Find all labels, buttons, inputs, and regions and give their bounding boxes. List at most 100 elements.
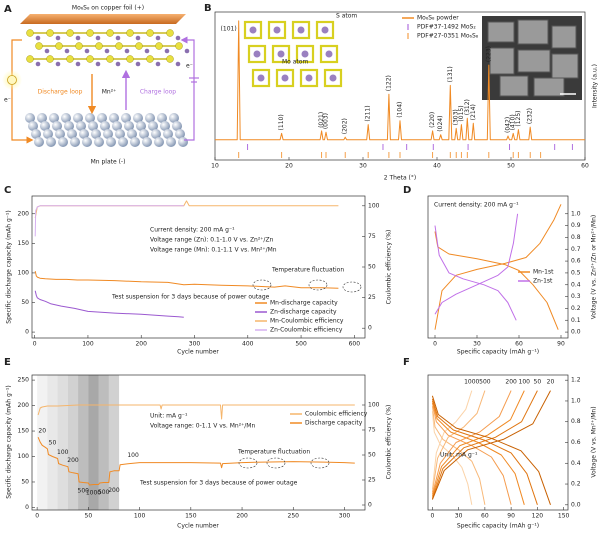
rate-label: 20 [38,428,46,435]
mn-atom [121,113,131,123]
sulfur-atom [155,42,163,50]
panel-letter: B [204,3,212,14]
mo-cluster [297,26,305,34]
diagram-a: A Mo₆S₈ on copper foil (+) e⁻ e⁻ Dischar… [2,4,199,166]
mn-atom [70,137,80,147]
mn-atom [79,129,89,139]
fluctuation-marker [342,281,362,293]
copper-foil [20,14,186,24]
mn-atom [130,137,140,147]
sulfur-atom [135,42,143,50]
sulfur-atom [66,55,74,63]
lattice-cube [267,20,287,40]
legend-label: Mn-1st [533,269,554,276]
mn-atom [100,121,110,131]
peak-label: (125) [515,111,522,127]
lattice-cube [271,44,291,64]
mn-atom [34,137,44,147]
bulb [7,75,17,85]
sem-crystal [551,53,579,79]
sem-crystal [517,19,549,45]
mn-atom [106,137,116,147]
mn-atom [49,113,59,123]
x-tick-label: 40 [433,163,441,170]
x-tick-label: 0 [430,513,434,520]
mn-atom [46,137,56,147]
y-axis-label: Specific discharge capacity (mAh g⁻¹) [6,385,13,498]
mn-atom [91,129,101,139]
annotation: Current density: 200 mA g⁻¹ [150,227,235,234]
lattice-cube [323,68,343,88]
lattice-cube [247,44,267,64]
rate-label: 200 [67,457,79,464]
mn-atom [148,121,158,131]
annotation: Unit: mA g⁻¹ [150,413,188,420]
legend-label: Mn-discharge capacity [270,300,338,307]
series-line [215,20,585,141]
x-tick-label: 50 [507,163,515,170]
peak-label: (410) [510,114,517,130]
peak-label: (223) [485,46,492,62]
y2-tick-label: 100 [368,202,380,209]
fluctuation-marker [266,457,286,469]
series-line [37,404,355,420]
sulfur-atom [106,55,114,63]
legend-label: Coulombic efficiency [305,411,368,418]
series-line [34,205,184,237]
lattice-cube [319,44,339,64]
legend-label: Mo₆S₈ powder [417,15,459,22]
y-axis-label: Specific discharge capacity (mAh g⁻¹) [6,210,13,323]
annotation: S atom [336,13,357,20]
peak-label: (211) [365,105,372,121]
mn-atom [127,129,137,139]
rate-band [67,375,79,510]
lattice-cube [243,20,263,40]
series-line [434,204,562,330]
mn-atom [154,137,164,147]
peak-label: (021) [318,112,325,128]
mn-atom [94,137,104,147]
mn-atom [157,113,167,123]
y2-axis-label: Coulombic efficiency (%) [386,230,393,305]
y2-tick-label: 75 [368,427,376,434]
peak-label: (104) [397,102,404,118]
mn-atom [124,121,134,131]
series-line [34,270,339,289]
mo-atom [64,48,70,54]
mn-atom [82,137,92,147]
sulfur-atom [126,55,134,63]
y2-tick-label: 75 [368,233,376,240]
electron-label: e⁻ [4,97,11,104]
mo-atom [155,61,161,67]
y2-tick-label: 50 [368,264,376,271]
annotation: Test suspension for 3 days because of po… [139,480,298,487]
y-tick-label: 0.3 [571,293,581,300]
mn-atom [166,137,176,147]
y-tick-label: 0.8 [571,234,581,241]
mo-atom [104,48,110,54]
sem-crystal [517,49,551,73]
y-tick-label: 0.0 [571,329,581,336]
y-tick-label: 50 [21,299,29,306]
mn-atom [43,129,53,139]
mo-atom [175,61,181,67]
rate-label: 500 [78,488,90,495]
sulfur-atom [115,42,123,50]
sem-crystal [489,47,515,75]
rate-label: 200 [108,487,120,494]
x-tick-label: 30 [455,513,463,520]
y2-axis-label: Coulombic efficiency (%) [386,405,393,480]
annotation: Mo atom [282,59,308,66]
y-tick-label: 100 [18,453,30,460]
x-tick-label: 60 [581,163,589,170]
panel-letter: F [403,357,410,368]
rate-label: 500 [98,489,110,496]
sem-inset [482,16,582,100]
y-tick-label: 1.0 [571,210,581,217]
y-tick-label: 50 [21,478,29,485]
mn-atom [112,121,122,131]
peak-label: (220) [429,112,436,128]
mn-atom [73,113,83,123]
mn-atom [28,121,38,131]
